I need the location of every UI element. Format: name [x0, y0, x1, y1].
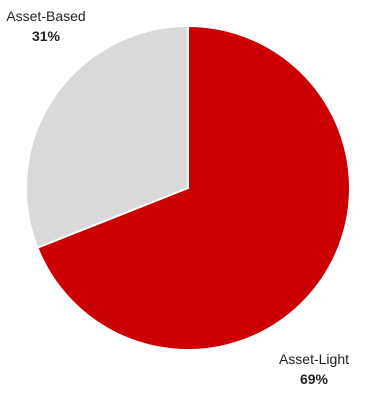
- slice-value-asset-based: 31%: [32, 28, 61, 44]
- slice-value-asset-light: 69%: [300, 371, 329, 387]
- slice-label-asset-light: Asset-Light: [279, 351, 349, 367]
- pie-slice-asset-light: [36, 24, 351, 351]
- slice-label-asset-based: Asset-Based: [6, 8, 85, 24]
- pie-slice-asset-based: [25, 24, 189, 249]
- pie-slices: [25, 24, 351, 351]
